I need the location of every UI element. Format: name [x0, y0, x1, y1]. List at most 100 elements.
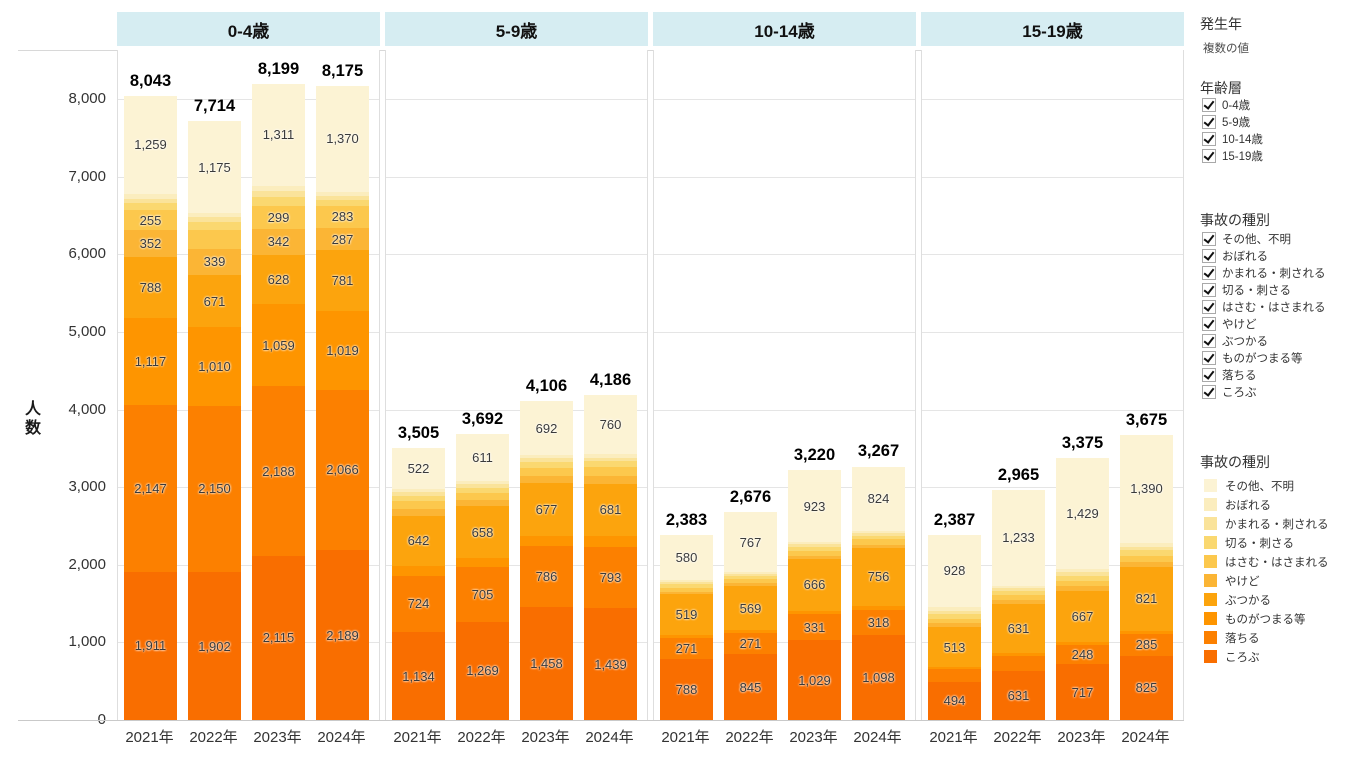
accident-type-filter-item[interactable]: かまれる・刺される	[1202, 264, 1326, 281]
bar-segment[interactable]	[788, 555, 841, 559]
bar-segment[interactable]: 339	[188, 248, 241, 276]
bar-segment[interactable]	[520, 455, 573, 459]
legend-item[interactable]: おぼれる	[1204, 495, 1329, 514]
bar-segment[interactable]: 821	[1120, 567, 1173, 631]
accident-type-filter-item[interactable]: ぶつかる	[1202, 332, 1326, 349]
age-filter-item[interactable]: 10-14歳	[1202, 130, 1263, 147]
bar-segment[interactable]	[1056, 580, 1109, 587]
bar-segment[interactable]: 1,098	[852, 634, 905, 720]
bar-segment[interactable]	[1120, 542, 1173, 547]
bar-segment[interactable]	[1120, 555, 1173, 563]
bar-segment[interactable]: 1,439	[584, 608, 637, 720]
bar-segment[interactable]: 522	[392, 448, 445, 489]
checkbox[interactable]	[1202, 384, 1216, 399]
bar-segment[interactable]	[188, 212, 241, 218]
accident-type-filter-item[interactable]: その他、不明	[1202, 230, 1326, 247]
bar-segment[interactable]: 845	[724, 654, 777, 720]
bar-segment[interactable]	[724, 579, 777, 584]
bar-segment[interactable]	[852, 539, 905, 545]
bar-segment[interactable]: 1,911	[124, 571, 177, 720]
bar-segment[interactable]: 760	[584, 395, 637, 455]
bar-segment[interactable]	[520, 475, 573, 484]
bar-segment[interactable]	[928, 623, 981, 628]
bar-segment[interactable]	[584, 461, 637, 468]
checkbox[interactable]	[1202, 333, 1216, 348]
bar-segment[interactable]	[852, 535, 905, 540]
stacked-bar[interactable]: 1,029 331 666 923	[788, 470, 841, 720]
bar-segment[interactable]	[188, 221, 241, 231]
bar-segment[interactable]	[852, 544, 905, 548]
legend-item[interactable]: その他、不明	[1204, 476, 1329, 495]
bar-segment[interactable]: 705	[456, 566, 509, 622]
bar-segment[interactable]	[316, 199, 369, 206]
stacked-bar[interactable]: 1,134 724 642 522	[392, 448, 445, 720]
bar-segment[interactable]	[928, 669, 981, 682]
bar-segment[interactable]: 928	[928, 534, 981, 607]
bar-segment[interactable]	[392, 501, 445, 509]
bar-segment[interactable]: 1,390	[1120, 434, 1173, 543]
bar-segment[interactable]	[1056, 586, 1109, 591]
bar-segment[interactable]	[584, 467, 637, 476]
bar-segment[interactable]: 788	[660, 658, 713, 720]
bar-segment[interactable]	[992, 655, 1045, 672]
bar-segment[interactable]: 756	[852, 547, 905, 607]
legend-item[interactable]: 切る・刺さる	[1204, 533, 1329, 552]
bar-segment[interactable]	[1120, 550, 1173, 556]
bar-segment[interactable]	[392, 565, 445, 576]
year-filter-value[interactable]: 複数の値	[1203, 43, 1249, 55]
checkbox[interactable]	[1202, 148, 1216, 163]
bar-segment[interactable]	[520, 458, 573, 463]
bar-segment[interactable]	[928, 610, 981, 615]
stacked-bar[interactable]: 1,902 2,150 1,010 671 339 1,175	[188, 121, 241, 720]
bar-segment[interactable]: 2,066	[316, 389, 369, 551]
bar-segment[interactable]	[724, 583, 777, 587]
legend-item[interactable]: やけど	[1204, 571, 1329, 590]
bar-segment[interactable]: 1,311	[252, 83, 305, 186]
bar-segment[interactable]	[584, 457, 637, 462]
bar-segment[interactable]: 1,117	[124, 318, 177, 406]
bar-segment[interactable]	[584, 536, 637, 547]
bar-segment[interactable]: 494	[928, 681, 981, 720]
stacked-bar[interactable]: 1,269 705 658 611	[456, 433, 509, 720]
bar-segment[interactable]	[124, 193, 177, 199]
bar-segment[interactable]: 271	[724, 633, 777, 655]
checkbox[interactable]	[1202, 131, 1216, 146]
bar-segment[interactable]: 793	[584, 546, 637, 609]
bar-segment[interactable]	[660, 584, 713, 588]
bar-segment[interactable]: 724	[392, 575, 445, 633]
bar-segment[interactable]: 666	[788, 558, 841, 611]
bar-segment[interactable]: 642	[392, 515, 445, 566]
bar-segment[interactable]: 1,010	[188, 327, 241, 406]
bar-segment[interactable]	[316, 195, 369, 200]
bar-segment[interactable]	[252, 185, 305, 192]
bar-segment[interactable]	[992, 595, 1045, 601]
bar-segment[interactable]	[392, 495, 445, 502]
checkbox[interactable]	[1202, 282, 1216, 297]
legend-item[interactable]: ころぶ	[1204, 647, 1329, 666]
bar-segment[interactable]: 681	[584, 483, 637, 537]
bar-segment[interactable]	[1056, 575, 1109, 581]
bar-segment[interactable]	[852, 532, 905, 536]
stacked-bar[interactable]: 1,458 786 677 692	[520, 401, 573, 720]
bar-segment[interactable]: 825	[1120, 655, 1173, 720]
bar-segment[interactable]	[520, 462, 573, 468]
bar-segment[interactable]	[724, 573, 777, 577]
bar-segment[interactable]	[992, 591, 1045, 596]
bar-segment[interactable]	[584, 454, 637, 458]
bar-segment[interactable]	[788, 546, 841, 551]
checkbox[interactable]	[1202, 299, 1216, 314]
bar-segment[interactable]: 781	[316, 250, 369, 311]
accident-type-filter-item[interactable]: ものがつまる等	[1202, 349, 1326, 366]
bar-segment[interactable]	[788, 544, 841, 547]
bar-segment[interactable]: 255	[124, 210, 177, 230]
bar-segment[interactable]: 513	[928, 627, 981, 667]
age-filter-item[interactable]: 0-4歳	[1202, 96, 1263, 113]
bar-segment[interactable]	[660, 591, 713, 595]
bar-segment[interactable]	[584, 475, 637, 484]
bar-segment[interactable]	[928, 666, 981, 670]
bar-segment[interactable]: 271	[660, 637, 713, 659]
accident-type-filter-item[interactable]: 切る・刺さる	[1202, 281, 1326, 298]
bar-segment[interactable]: 767	[724, 512, 777, 572]
bar-segment[interactable]	[1056, 572, 1109, 576]
bar-segment[interactable]	[392, 488, 445, 492]
